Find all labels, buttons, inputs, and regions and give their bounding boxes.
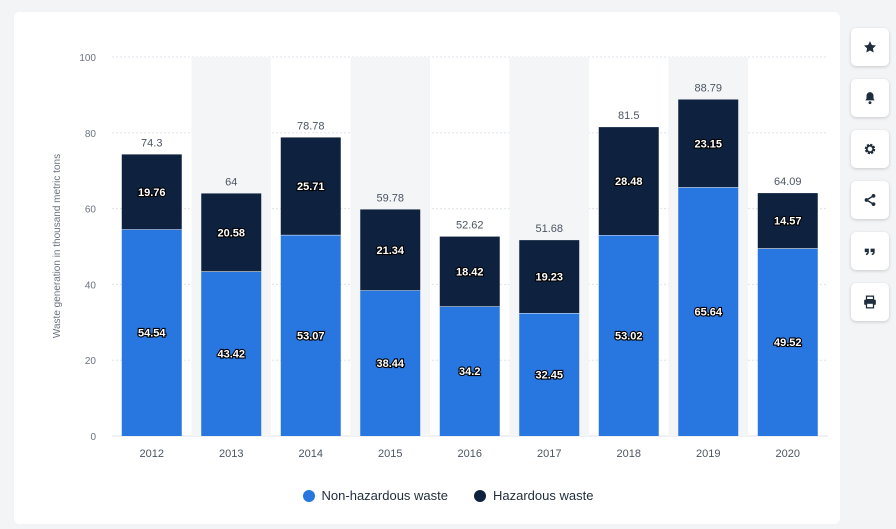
bar-segment xyxy=(757,193,818,249)
bar-segment xyxy=(519,240,580,314)
bar-segment xyxy=(201,271,262,436)
y-axis-label: Waste generation in thousand metric tons xyxy=(52,154,63,338)
x-tick-label: 2016 xyxy=(458,448,482,460)
bar-segment xyxy=(439,306,500,436)
legend-label-hazardous: Hazardous waste xyxy=(493,488,594,503)
data-label: 25.71 xyxy=(297,181,325,193)
bell-icon xyxy=(865,92,875,105)
total-label: 51.68 xyxy=(535,223,563,235)
legend-label-non-hazardous: Non-hazardous waste xyxy=(321,488,448,503)
x-tick-label: 2019 xyxy=(696,448,720,460)
x-axis: 2012 2013 2014 2015 2016 2017 2018 2019 2020 xyxy=(140,448,800,460)
notification-button[interactable] xyxy=(851,79,889,117)
x-tick-label: 2013 xyxy=(219,448,243,460)
x-tick-label: 2014 xyxy=(299,448,323,460)
bar-segment xyxy=(121,229,182,436)
y-tick-label: 40 xyxy=(85,280,97,291)
total-label: 78.78 xyxy=(297,120,325,132)
chart-toolbar xyxy=(851,28,889,321)
bars xyxy=(121,99,818,436)
data-label: 38.44 xyxy=(376,358,404,370)
print-button[interactable] xyxy=(851,283,889,321)
bar-segment xyxy=(280,234,341,436)
bar-segment xyxy=(519,313,580,436)
bar-segment xyxy=(678,99,739,188)
bar-segment xyxy=(598,235,659,436)
total-label: 81.5 xyxy=(618,110,639,122)
data-label: 14.57 xyxy=(774,216,802,228)
data-label: 54.54 xyxy=(138,328,166,340)
share-button[interactable] xyxy=(851,181,889,219)
data-label: 34.2 xyxy=(459,366,480,378)
x-tick-label: 2020 xyxy=(776,448,800,460)
data-label: 43.42 xyxy=(217,349,245,361)
share-icon xyxy=(864,194,876,206)
x-tick-label: 2018 xyxy=(617,448,641,460)
y-tick-label: 0 xyxy=(90,432,96,443)
legend: Non-hazardous waste Hazardous waste xyxy=(0,488,896,503)
legend-item-non-hazardous[interactable]: Non-hazardous waste xyxy=(302,488,448,503)
bar-segment xyxy=(598,127,659,236)
bar-segment xyxy=(757,248,818,436)
bar-segment xyxy=(280,137,341,235)
bar-segment xyxy=(360,290,421,436)
data-label: 53.02 xyxy=(615,331,643,343)
data-label: 65.64 xyxy=(694,307,722,319)
total-label: 52.62 xyxy=(456,220,484,232)
data-label: 18.42 xyxy=(456,266,484,278)
total-label: 64.09 xyxy=(774,176,802,188)
total-label: 88.79 xyxy=(694,82,722,94)
legend-swatch-hazardous xyxy=(474,489,486,502)
y-tick-label: 60 xyxy=(85,205,97,216)
data-label: 32.45 xyxy=(535,370,563,382)
data-label: 23.15 xyxy=(694,138,722,150)
y-tick-label: 80 xyxy=(85,129,97,140)
x-tick-label: 2012 xyxy=(140,448,164,460)
total-label: 64 xyxy=(225,176,237,188)
bar-segment xyxy=(678,187,739,436)
data-label: 20.58 xyxy=(217,227,245,239)
gear-icon xyxy=(864,143,876,155)
total-label: 74.3 xyxy=(141,137,162,149)
data-label: 53.07 xyxy=(297,330,325,342)
legend-item-hazardous[interactable]: Hazardous waste xyxy=(474,488,593,503)
x-tick-label: 2017 xyxy=(537,448,561,460)
bar-segment xyxy=(439,236,500,307)
data-label: 19.76 xyxy=(138,187,166,199)
y-tick-label: 20 xyxy=(85,356,97,367)
data-label: 49.52 xyxy=(774,337,802,349)
x-tick-label: 2015 xyxy=(378,448,402,460)
bar-segment xyxy=(360,209,421,291)
bar-segment xyxy=(121,154,182,230)
data-label: 21.34 xyxy=(376,245,404,257)
cite-button[interactable] xyxy=(851,232,889,270)
y-axis: 0 20 40 60 80 100 xyxy=(79,53,96,443)
y-tick-label: 100 xyxy=(79,53,96,64)
data-label: 28.48 xyxy=(615,176,643,188)
star-icon xyxy=(863,41,877,53)
bar-segment xyxy=(201,193,262,272)
settings-button[interactable] xyxy=(851,130,889,168)
legend-swatch-non-hazardous xyxy=(302,489,315,502)
favorite-button[interactable] xyxy=(851,28,889,66)
quote-icon xyxy=(864,248,875,256)
print-icon xyxy=(864,295,876,309)
data-labels: 54.54 19.76 74.3 43.42 20.58 64 53.07 25.71 78.7… xyxy=(137,82,803,382)
data-label: 19.23 xyxy=(535,272,563,284)
total-label: 59.78 xyxy=(376,192,404,204)
